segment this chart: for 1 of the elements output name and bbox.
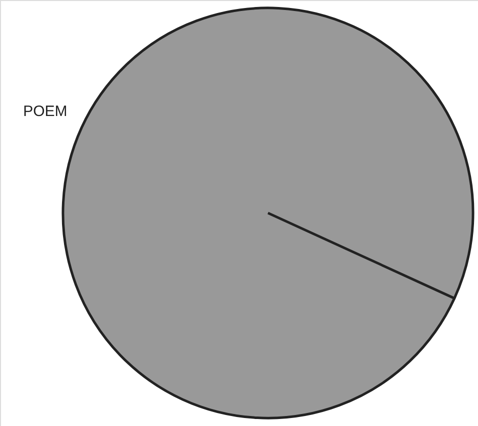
slice-label: POEM <box>23 103 68 120</box>
